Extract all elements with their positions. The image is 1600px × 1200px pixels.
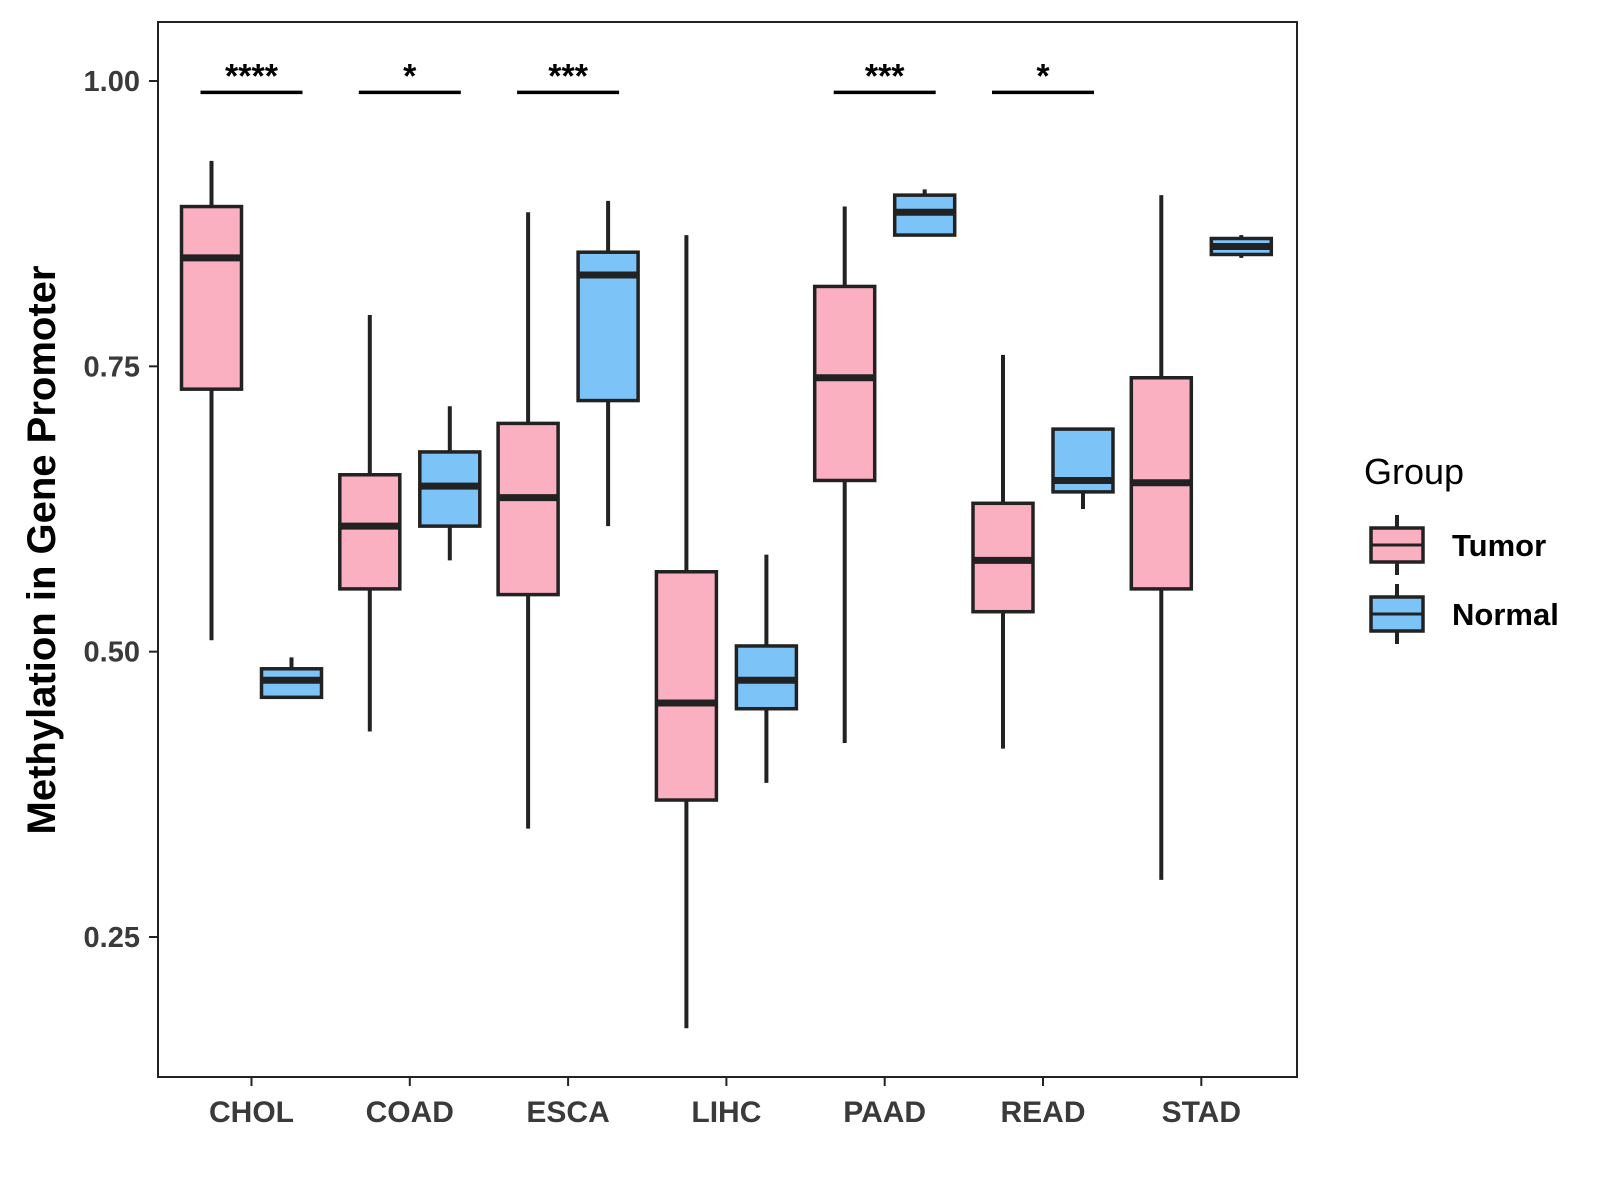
x-tick-label: PAAD bbox=[843, 1096, 926, 1129]
box-normal-lihc bbox=[734, 554, 799, 783]
y-tick-label: 1.00 bbox=[84, 66, 140, 98]
box-body bbox=[812, 284, 877, 483]
x-tick-label: COAD bbox=[366, 1096, 454, 1129]
box-tumor-stad bbox=[1129, 195, 1194, 880]
box-normal-read bbox=[1051, 427, 1115, 509]
box-tumor-chol bbox=[179, 160, 244, 641]
box-body bbox=[338, 473, 402, 591]
legend-label: Normal bbox=[1452, 597, 1559, 632]
legend-title: Group bbox=[1364, 451, 1464, 492]
x-tick-label: STAD bbox=[1162, 1096, 1241, 1129]
box-normal-esca bbox=[576, 200, 640, 527]
legend-label: Tumor bbox=[1452, 528, 1546, 563]
significance-label: * bbox=[1036, 57, 1050, 95]
significance-label: * bbox=[403, 57, 417, 95]
y-tick-label: 0.25 bbox=[84, 922, 140, 954]
significance-paad: *** bbox=[833, 57, 936, 95]
x-tick-label: CHOL bbox=[209, 1096, 294, 1129]
legend-entry-normal: Normal bbox=[1369, 584, 1559, 644]
box-tumor-paad bbox=[812, 206, 877, 743]
y-tick-label: 0.75 bbox=[84, 351, 140, 383]
significance-label: *** bbox=[865, 57, 905, 95]
box-normal-chol bbox=[259, 657, 324, 700]
axes: 0.25 0.50 0.75 1.00 CHOL COAD ESCA LIHC PAAD READ… bbox=[84, 66, 1241, 1129]
x-tick-label: LIHC bbox=[691, 1096, 761, 1129]
box-tumor-coad bbox=[338, 314, 402, 732]
x-tick-label: READ bbox=[1000, 1096, 1085, 1129]
significance-coad: * bbox=[358, 57, 461, 95]
box-normal-coad bbox=[418, 406, 482, 561]
box-tumor-read bbox=[971, 354, 1035, 749]
legend: Group Tumor Normal bbox=[1364, 451, 1559, 644]
box-tumor-esca bbox=[496, 212, 560, 829]
box-body bbox=[654, 570, 719, 802]
plot-area: **** * *** *** * bbox=[179, 57, 1274, 1029]
significance-label: *** bbox=[548, 57, 588, 95]
x-tick-label: ESCA bbox=[526, 1096, 609, 1129]
y-axis-title: Methylation in Gene Promoter bbox=[20, 266, 64, 835]
box-normal-paad bbox=[892, 189, 957, 237]
significance-label: **** bbox=[225, 57, 279, 95]
panel-border bbox=[157, 21, 1298, 1078]
y-tick-label: 0.50 bbox=[84, 637, 140, 669]
box-body bbox=[179, 204, 244, 391]
significance-chol: **** bbox=[200, 57, 303, 95]
significance-esca: *** bbox=[517, 57, 620, 95]
box-tumor-lihc bbox=[654, 235, 719, 1029]
box-body bbox=[496, 421, 560, 597]
significance-read: * bbox=[992, 57, 1094, 95]
legend-entry-tumor: Tumor bbox=[1369, 515, 1546, 575]
box-normal-stad bbox=[1209, 235, 1274, 258]
